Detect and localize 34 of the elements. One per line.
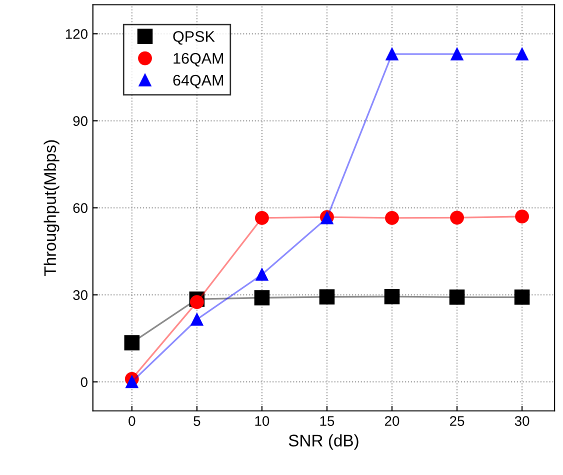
point bbox=[450, 210, 464, 225]
legend-label: 16QAM bbox=[174, 52, 224, 67]
point bbox=[515, 210, 529, 224]
point bbox=[254, 290, 270, 306]
point bbox=[256, 268, 268, 281]
point bbox=[516, 48, 528, 60]
point bbox=[386, 48, 398, 60]
x-tick-label: 25 bbox=[450, 416, 464, 426]
point bbox=[190, 313, 204, 326]
x-tick-label: 10 bbox=[255, 416, 270, 426]
point bbox=[319, 289, 335, 305]
x-tick-label: 20 bbox=[384, 416, 400, 426]
y-tick-label: 120 bbox=[66, 29, 88, 39]
point bbox=[450, 48, 464, 60]
point bbox=[255, 211, 269, 225]
y-tick-label: 30 bbox=[73, 290, 88, 300]
point bbox=[514, 290, 530, 305]
legend-label: QPSK bbox=[173, 31, 215, 45]
y-tick-label: 60 bbox=[73, 203, 88, 213]
point bbox=[126, 376, 138, 388]
x-axis-title: SNR (dB) bbox=[288, 434, 358, 450]
x-tick-label: 0 bbox=[128, 416, 136, 426]
y-tick-label: 90 bbox=[73, 116, 88, 126]
point bbox=[124, 335, 140, 350]
y-tick-label: 0 bbox=[80, 377, 88, 388]
point bbox=[190, 295, 204, 310]
x-tick-label: 30 bbox=[514, 416, 530, 426]
x-tick-label: 15 bbox=[320, 416, 334, 426]
point bbox=[449, 290, 465, 305]
y-axis-title: Throughput(Mbps) bbox=[44, 140, 60, 276]
point bbox=[384, 288, 400, 304]
point bbox=[385, 211, 399, 225]
legend-label: 64QAM bbox=[173, 74, 224, 88]
x-tick-label: 5 bbox=[194, 416, 200, 426]
